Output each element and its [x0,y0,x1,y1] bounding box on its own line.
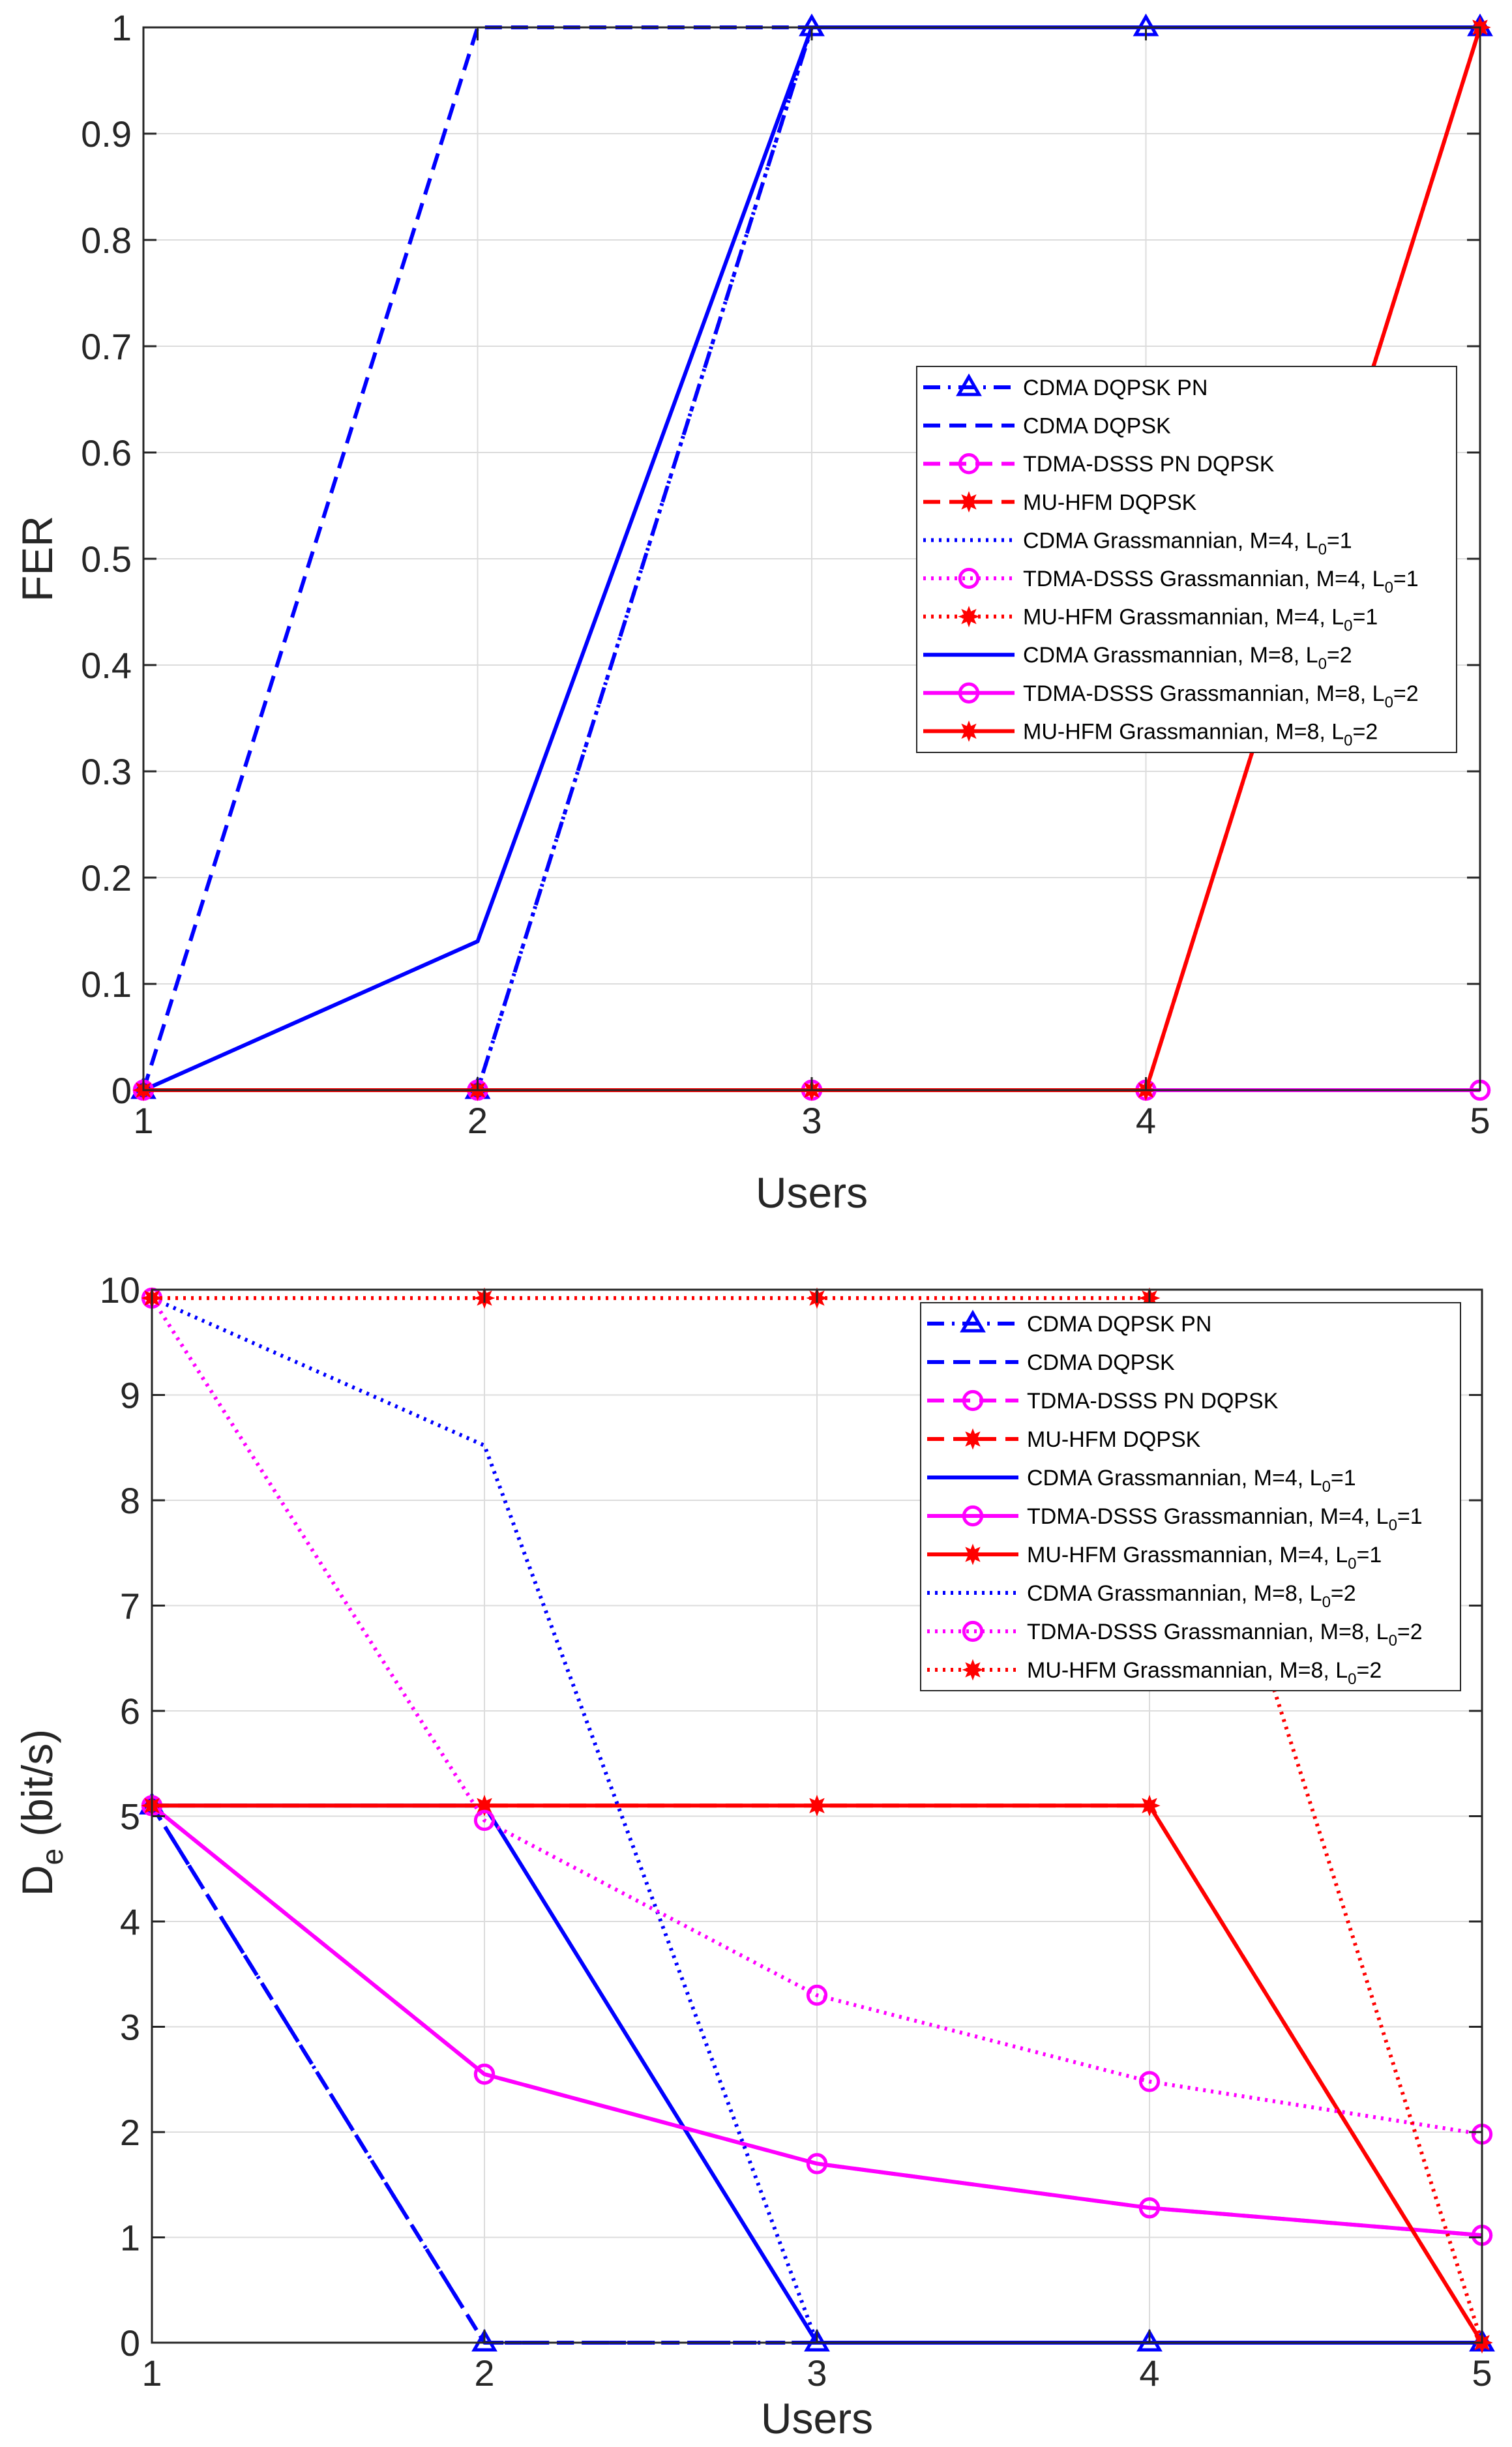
de-legend-label-7: CDMA Grassmannian, M=8, L0=2 [1027,1581,1356,1611]
de-x-tick-label: 1 [141,2352,162,2394]
fer-legend-label-0: CDMA DQPSK PN [1023,376,1208,400]
fer-legend-label-6: MU-HFM Grassmannian, M=4, L0=1 [1023,605,1378,635]
fer-y-tick-label: 1 [111,7,132,48]
de-y-tick-label: 1 [120,2217,140,2259]
fer-x-tick-label: 1 [133,1100,153,1141]
de-data-point-6-1 [473,1794,496,1817]
de-legend-marker-6 [962,1543,984,1565]
de-x-tick-label: 4 [1139,2352,1159,2394]
fer-legend-label-3: MU-HFM DQPSK [1023,490,1197,515]
de-y-tick-label: 5 [120,1796,140,1837]
de-legend-label-2: TDMA-DSSS PN DQPSK [1027,1389,1279,1414]
de-legend-marker-2 [962,1389,984,1412]
fer-y-tick-label: 0.4 [81,645,132,686]
fer-x-tick-label: 3 [801,1100,822,1141]
de-data-point-8-3 [1138,2071,1161,2092]
de-series-line-8 [150,1297,1483,2137]
de-y-axis-label-unit: (bit/s) [13,1729,61,1837]
fer-y-tick-label: 0.1 [81,964,132,1005]
fer-y-tick-label: 0.8 [81,220,132,261]
de-y-tick-label: 9 [120,1375,140,1416]
de-legend-label-8: TDMA-DSSS Grassmannian, M=8, L0=2 [1027,1620,1423,1650]
de-data-point-5-3 [1138,2197,1161,2219]
fer-legend-marker-2 [958,453,980,475]
de-legend-label-5: TDMA-DSSS Grassmannian, M=4, L0=1 [1027,1504,1423,1534]
de-legend-marker-0 [960,1309,986,1333]
fer-legend-label-7: CDMA Grassmannian, M=8, L0=2 [1023,643,1352,673]
de-x-axis-label: Users [761,2394,873,2442]
fer-x-tick-label: 2 [467,1100,488,1141]
de-y-tick-label: 3 [120,2007,140,2048]
fer-x-tick-label: 5 [1470,1100,1490,1141]
de-data-point-8-2 [806,1984,828,2006]
fer-y-tick-label: 0.6 [81,432,132,473]
fer-legend-marker-5 [958,567,980,589]
fer-legend-marker-3 [958,491,980,513]
fer-legend-label-1: CDMA DQPSK [1023,414,1171,439]
de-legend-box [920,1302,1461,1691]
de-legend-label-4: CDMA Grassmannian, M=4, L0=1 [1027,1466,1356,1496]
de-series-line-5 [151,1803,1483,2238]
de-y-axis-label-sub: e [35,1848,69,1865]
fer-y-axis-label: FER [13,516,61,602]
fer-legend-marker-6 [958,606,980,628]
de-data-point-5-1 [473,2064,496,2085]
de-y-tick-label: 4 [120,1901,140,1942]
fer-legend-label-2: TDMA-DSSS PN DQPSK [1023,452,1275,477]
de-x-tick-label: 3 [807,2352,827,2394]
de-legend-label-9: MU-HFM Grassmannian, M=8, L0=2 [1027,1658,1382,1688]
de-data-point-8-1 [473,1809,496,1832]
fer-y-tick-label: 0.5 [81,539,132,580]
de-y-axis-label: De (bit/s) [13,1729,69,1896]
de-legend-marker-3 [962,1428,984,1450]
fer-legend-label-8: TDMA-DSSS Grassmannian, M=8, L0=2 [1023,681,1419,711]
de-y-tick-label: 10 [100,1269,140,1311]
fer-legend-label-5: TDMA-DSSS Grassmannian, M=4, L0=1 [1023,567,1419,597]
de-x-tick-label: 5 [1472,2352,1492,2394]
fer-x-axis-label: Users [756,1168,868,1217]
de-legend-marker-9 [962,1659,984,1681]
fer-legend-box [916,366,1457,753]
fer-legend-label-4: CDMA Grassmannian, M=4, L0=1 [1023,528,1352,558]
fer-legend-marker-0 [956,373,982,396]
de-data-point-5-2 [806,2153,828,2174]
de-y-tick-label: 6 [120,1691,140,1732]
fer-chart: 1 2 3 4 5 0 0.1 0.2 0.3 0.4 0.5 0.6 0.7 0.8 0.9 1 Users… [13,7,1493,1217]
fer-y-tick-label: 0 [111,1070,132,1111]
fer-legend-label-9: MU-HFM Grassmannian, M=8, L0=2 [1023,719,1378,749]
de-y-axis-label-main: D [13,1865,61,1896]
fer-ticks: 1 2 3 4 5 0 0.1 0.2 0.3 0.4 0.5 0.6 0.7 0.8 0.9 1 [81,7,1490,1141]
fer-legend: CDMA DQPSK PN CDMA DQPSK TDMA-DSSS PN DQPS… [916,366,1457,753]
fer-y-tick-label: 0.7 [81,326,132,367]
fer-legend-marker-9 [958,720,980,742]
de-y-tick-label: 2 [120,2112,140,2153]
de-legend-label-6: MU-HFM Grassmannian, M=4, L0=1 [1027,1543,1382,1573]
fer-y-tick-label: 0.2 [81,857,132,898]
de-data-point-6-3 [1138,1794,1161,1817]
de-legend: CDMA DQPSK PN CDMA DQPSK TDMA-DSSS PN DQPS… [920,1302,1461,1691]
de-legend-marker-5 [962,1505,984,1527]
de-legend-marker-8 [962,1620,984,1642]
de-y-tick-label: 7 [120,1586,140,1627]
de-x-tick-label: 2 [474,2352,494,2394]
de-y-tick-label: 8 [120,1480,140,1521]
fer-y-tick-label: 0.9 [81,113,132,155]
de-legend-label-0: CDMA DQPSK PN [1027,1312,1211,1337]
fer-x-tick-label: 4 [1136,1100,1156,1141]
de-data-point-6-2 [806,1794,828,1817]
de-legend-label-1: CDMA DQPSK [1027,1350,1175,1375]
de-series-line-1 [150,1804,1482,2345]
de-legend-label-3: MU-HFM DQPSK [1027,1427,1201,1452]
de-y-tick-label: 0 [120,2322,140,2364]
fer-legend-marker-8 [958,682,980,704]
fer-y-tick-label: 0.3 [81,751,132,792]
